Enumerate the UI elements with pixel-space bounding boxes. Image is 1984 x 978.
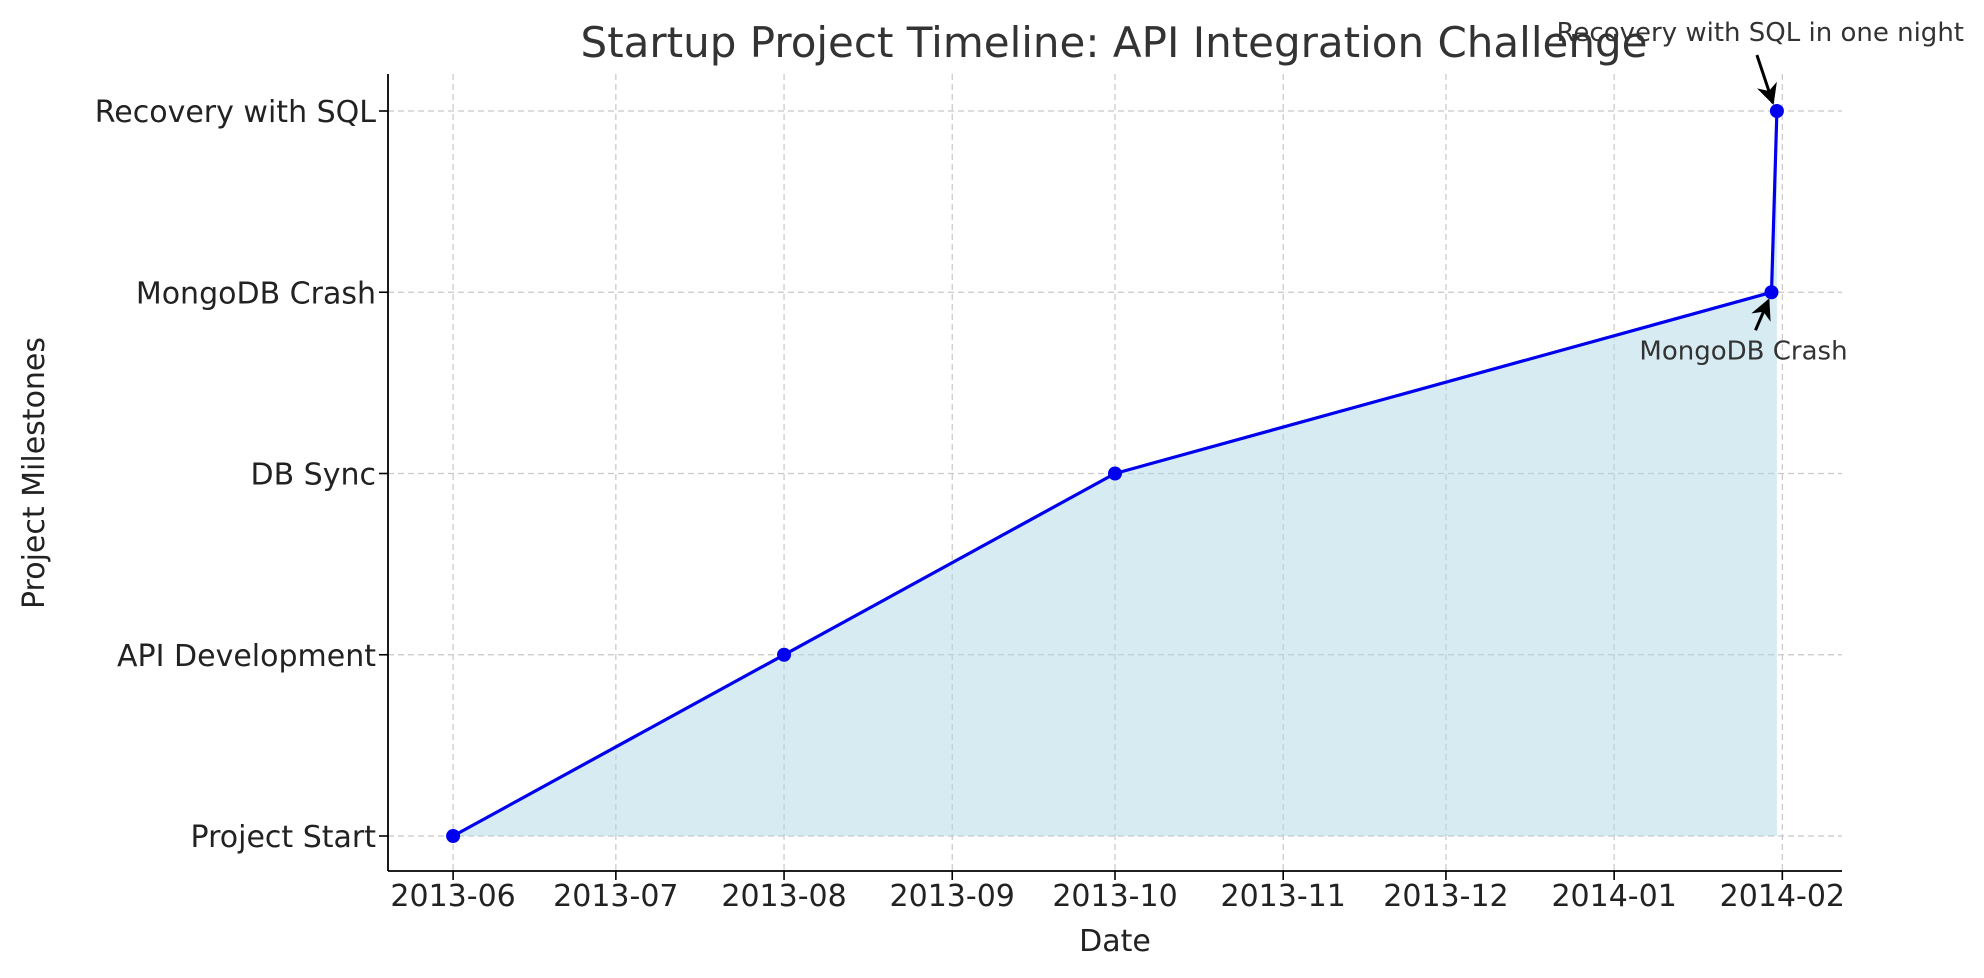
y-tick-label: Project Start bbox=[191, 820, 377, 855]
chart-title: Startup Project Timeline: API Integratio… bbox=[581, 18, 1648, 67]
x-axis-ticks: 2013-06 2013-07 2013-08 2013-09 2013-10 2013-… bbox=[390, 871, 1845, 914]
data-point bbox=[446, 829, 461, 843]
annotations: MongoDB Crash Recovery with SQL in one ni… bbox=[1557, 18, 1964, 366]
y-tick-label: MongoDB Crash bbox=[136, 276, 376, 311]
y-axis-ticks: Project Start API Development DB Sync Mongo… bbox=[95, 95, 388, 855]
annotation-text: Recovery with SQL in one night bbox=[1557, 18, 1964, 48]
x-tick-label: 2013-12 bbox=[1383, 879, 1508, 914]
data-point bbox=[777, 647, 792, 662]
x-tick-label: 2014-01 bbox=[1551, 879, 1676, 914]
data-point bbox=[1769, 104, 1784, 118]
x-tick-label: 2013-09 bbox=[890, 879, 1015, 914]
data-points bbox=[446, 104, 1784, 843]
x-axis-label: Date bbox=[1079, 924, 1151, 959]
annotation-text: MongoDB Crash bbox=[1639, 336, 1847, 366]
x-tick-label: 2013-06 bbox=[390, 879, 515, 914]
x-tick-label: 2014-02 bbox=[1720, 879, 1845, 914]
x-tick-label: 2013-10 bbox=[1052, 879, 1177, 914]
annotation-arrow bbox=[1755, 54, 1777, 105]
data-point bbox=[1108, 466, 1122, 481]
x-tick-label: 2013-07 bbox=[553, 879, 678, 914]
y-axis-label: Project Milestones bbox=[17, 337, 52, 609]
x-tick-label: 2013-11 bbox=[1221, 879, 1346, 914]
data-point bbox=[1764, 285, 1779, 300]
x-tick-label: 2013-08 bbox=[721, 879, 846, 914]
annotation-arrow bbox=[1751, 298, 1771, 331]
y-tick-label: API Development bbox=[117, 639, 376, 674]
y-tick-label: Recovery with SQL bbox=[95, 95, 376, 130]
y-tick-label: DB Sync bbox=[250, 458, 376, 493]
